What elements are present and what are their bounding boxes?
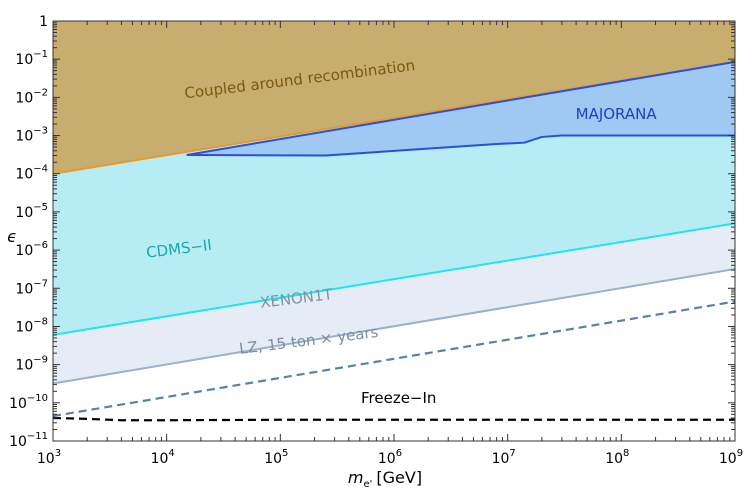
cdms-ii-boundary-line (53, 222, 735, 336)
coupled-around-recombination-region (53, 21, 735, 174)
y-tick-label: 10−9 (15, 355, 48, 374)
y-tick-label: 10−11 (9, 431, 48, 450)
x-axis-label-symbol: m (348, 468, 364, 487)
lz-15-ton-years-boundary-line (53, 300, 735, 418)
y-tick-label: 10−10 (9, 393, 48, 412)
x-tick-label: 105 (264, 448, 288, 467)
y-tick-label: 10−4 (15, 164, 48, 183)
y-tick-label: 10−3 (15, 126, 48, 145)
axis-ticks: 103 104 105 106 107 108 109 1 10−1 10−2 10−3 10−4 10… (9, 14, 743, 467)
y-tick-label: 1 (39, 14, 48, 30)
x-tick-label: 103 (37, 448, 61, 467)
x-tick-label: 104 (151, 448, 175, 467)
plot-regions (53, 21, 735, 441)
y-axis-label: ϵ (7, 227, 17, 246)
y-tick-label: 10−7 (15, 278, 48, 297)
y-tick-label: 10−8 (15, 316, 48, 335)
majorana-lower-line (186, 134, 735, 157)
freeze-in-label: Freeze−In (361, 389, 436, 407)
x-axis-label-subscript: e' (364, 479, 373, 490)
x-tick-label: 108 (605, 448, 629, 467)
y-tick-label: 10−2 (15, 87, 48, 106)
x-axis-label: me' [GeV] (348, 468, 422, 490)
majorana-label: MAJORANA (576, 105, 658, 123)
y-tick-label: 10−5 (15, 202, 48, 221)
freeze-in-boundary-line (53, 416, 735, 422)
majorana-upper-line (186, 60, 735, 156)
y-tick-label: 10−1 (15, 49, 48, 68)
x-tick-label: 106 (378, 448, 402, 467)
y-tick-label: 10−6 (15, 240, 48, 259)
x-axis-label-unit: [GeV] (376, 468, 422, 487)
xenon1t-boundary-line (53, 267, 735, 385)
x-tick-label: 107 (492, 448, 516, 467)
x-tick-label: 109 (719, 448, 743, 467)
